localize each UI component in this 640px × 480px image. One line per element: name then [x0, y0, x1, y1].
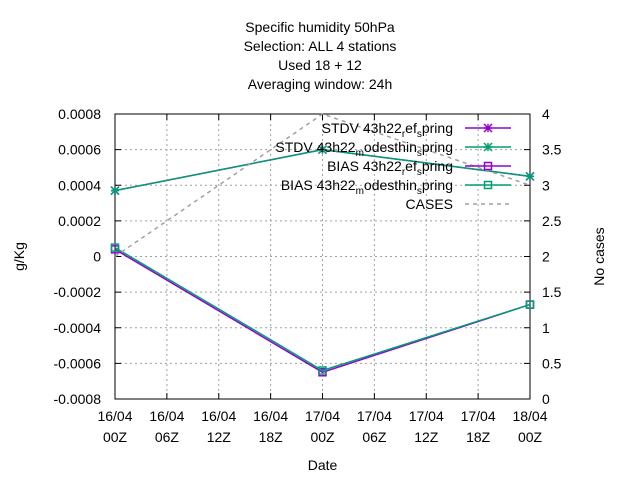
y-axis-label: g/Kg — [11, 242, 27, 271]
title-line-4: Averaging window: 24h — [247, 76, 393, 92]
x-tick-label-date: 17/04 — [461, 408, 496, 424]
legend-label-3: BIAS 43h22refspring — [327, 158, 453, 178]
y2-tick-label: 2 — [542, 249, 550, 265]
y2-tick-label: 3.5 — [542, 142, 562, 158]
x-tick-label-hour: 18Z — [259, 429, 284, 445]
legend-sample-marker-4 — [483, 180, 493, 190]
series-line-5 — [114, 113, 531, 258]
x-tick-label-date: 16/04 — [253, 408, 288, 424]
data-point-series-4 — [110, 243, 120, 252]
y-tick-label: -0.0002 — [54, 284, 102, 300]
x-tick-label-hour: 00Z — [103, 429, 128, 445]
legend-sample-marker-3 — [483, 161, 493, 171]
y-tick-label: -0.0004 — [54, 320, 102, 336]
y2-tick-label: 4 — [542, 106, 550, 122]
y-tick-label: 0.0004 — [58, 177, 101, 193]
data-point-series-4 — [318, 366, 327, 375]
x-tick-label-date: 17/04 — [409, 408, 444, 424]
data-point-series-2 — [110, 186, 120, 196]
plot-frame — [114, 113, 531, 400]
x-tick-label-hour: 12Z — [414, 429, 439, 445]
y-tick-label: 0.0008 — [58, 106, 101, 122]
x-tick-label-date: 16/04 — [97, 408, 132, 424]
title-line-1: Specific humidity 50hPa — [245, 19, 395, 35]
x-tick-label-hour: 06Z — [362, 429, 387, 445]
legend-label-2: STDV 43h22modesthinspring — [275, 139, 453, 159]
legend-label-1: STDV 43h22refspring — [322, 120, 453, 140]
y2-tick-label: 2.5 — [542, 213, 562, 229]
y-tick-label: 0.0002 — [58, 213, 101, 229]
title-line-3: Used 18 + 12 — [278, 57, 362, 73]
x-tick-label-date: 16/04 — [201, 408, 236, 424]
y-tick-label: -0.0008 — [54, 391, 102, 407]
x-tick-label-hour: 06Z — [155, 429, 180, 445]
x-tick-label-date: 17/04 — [357, 408, 392, 424]
y2-tick-label: 1 — [542, 320, 550, 336]
x-tick-label-hour: 00Z — [518, 429, 543, 445]
y2-tick-label: 0.5 — [542, 355, 562, 371]
x-tick-label-date: 18/04 — [512, 408, 547, 424]
y2-axis-label: No cases — [591, 227, 607, 285]
x-tick-label-hour: 00Z — [310, 429, 335, 445]
x-tick-label-hour: 18Z — [466, 429, 491, 445]
x-tick-label-date: 16/04 — [149, 408, 184, 424]
title-line-2: Selection: ALL 4 stations — [243, 38, 397, 54]
y2-tick-label: 3 — [542, 177, 550, 193]
legend-label-5: CASES — [406, 196, 453, 212]
data-point-series-4 — [525, 300, 535, 309]
legend-sample-marker-2 — [483, 142, 493, 152]
data-point-series-2 — [525, 171, 535, 181]
x-tick-label-date: 17/04 — [305, 408, 340, 424]
data-point-series-2 — [317, 145, 328, 155]
legend-label-4: BIAS 43h22modesthinspring — [281, 177, 453, 197]
y-tick-label: -0.0006 — [54, 355, 102, 371]
x-tick-label-hour: 12Z — [207, 429, 232, 445]
x-axis-label: Date — [308, 457, 338, 473]
y2-tick-label: 0 — [542, 391, 550, 407]
y2-tick-label: 1.5 — [542, 284, 562, 300]
legend-sample-marker-1 — [483, 123, 493, 133]
y-tick-label: 0 — [93, 249, 101, 265]
y-tick-label: 0.0006 — [58, 142, 101, 158]
series-line-4 — [114, 246, 531, 372]
